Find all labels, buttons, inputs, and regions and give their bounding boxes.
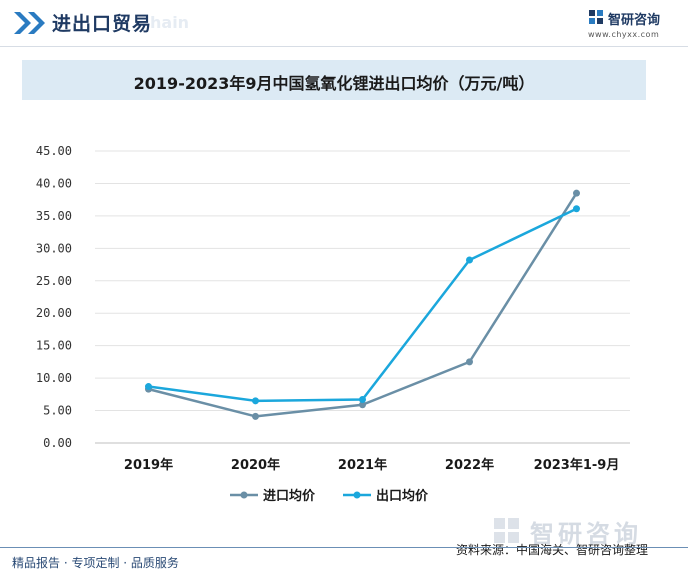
legend-label: 进口均价 <box>263 488 316 504</box>
data-point <box>359 401 366 409</box>
data-source: 资料来源：中国海关、智研咨询整理 <box>456 543 649 557</box>
legend-marker <box>353 491 361 499</box>
legend: 进口均价 出口均价 <box>230 488 429 504</box>
x-tick-label: 2022年 <box>445 457 494 473</box>
legend-marker <box>240 491 248 499</box>
data-point <box>466 358 473 366</box>
header-divider <box>0 46 688 47</box>
data-point <box>466 256 473 264</box>
legend-label: 出口均价 <box>376 488 429 504</box>
data-point <box>145 383 152 391</box>
data-point <box>252 397 259 405</box>
data-point <box>573 189 580 197</box>
header: 进出口贸易 hain 智研咨询 www.chyxx.com <box>0 0 688 46</box>
series-lines <box>145 189 580 420</box>
brand-logo-icon <box>589 10 603 24</box>
brand-name: 智研咨询 <box>608 13 661 28</box>
data-point <box>573 205 580 213</box>
series-line-0 <box>148 192 578 418</box>
y-tick-label: 45.00 <box>36 144 72 158</box>
brand-url: www.chyxx.com <box>588 30 660 39</box>
footer-watermark-text: 智研咨询 <box>530 520 642 548</box>
x-tick-label: 2023年1-9月 <box>534 457 620 473</box>
y-tick-label: 25.00 <box>36 274 72 288</box>
watermark-logo-icon <box>492 516 522 550</box>
section-title: 进出口贸易 <box>52 13 153 35</box>
x-tick-label: 2021年 <box>338 457 387 473</box>
y-tick-label: 30.00 <box>36 241 72 255</box>
footer-slogan: 精品报告 · 专项定制 · 品质服务 <box>12 556 179 570</box>
data-point <box>252 412 259 420</box>
ghost-watermark-text: hain <box>150 13 190 32</box>
y-tick-label: 0.00 <box>43 436 72 450</box>
chart-title: 2019-2023年9月中国氢氧化锂进出口均价（万元/吨） <box>133 74 535 93</box>
series-line-1 <box>148 207 578 403</box>
double-chevron-icon <box>14 12 45 34</box>
y-tick-label: 35.00 <box>36 209 72 223</box>
y-tick-label: 5.00 <box>43 404 72 418</box>
y-tick-label: 10.00 <box>36 371 72 385</box>
chart-title-band: 2019-2023年9月中国氢氧化锂进出口均价（万元/吨） <box>22 60 646 100</box>
y-tick-label: 20.00 <box>36 306 72 320</box>
x-tick-label: 2020年 <box>231 457 280 473</box>
y-axis-ticks: 45.00 40.00 35.00 30.00 25.00 20.00 15.00 10.00… <box>36 144 72 450</box>
data-point <box>359 396 366 404</box>
x-tick-label: 2019年 <box>124 457 173 473</box>
y-tick-label: 40.00 <box>36 176 72 190</box>
footer-divider <box>0 547 688 548</box>
y-tick-label: 15.00 <box>36 339 72 353</box>
x-axis-ticks: 2019年 2020年 2021年 2022年 2023年1-9月 <box>124 457 619 473</box>
